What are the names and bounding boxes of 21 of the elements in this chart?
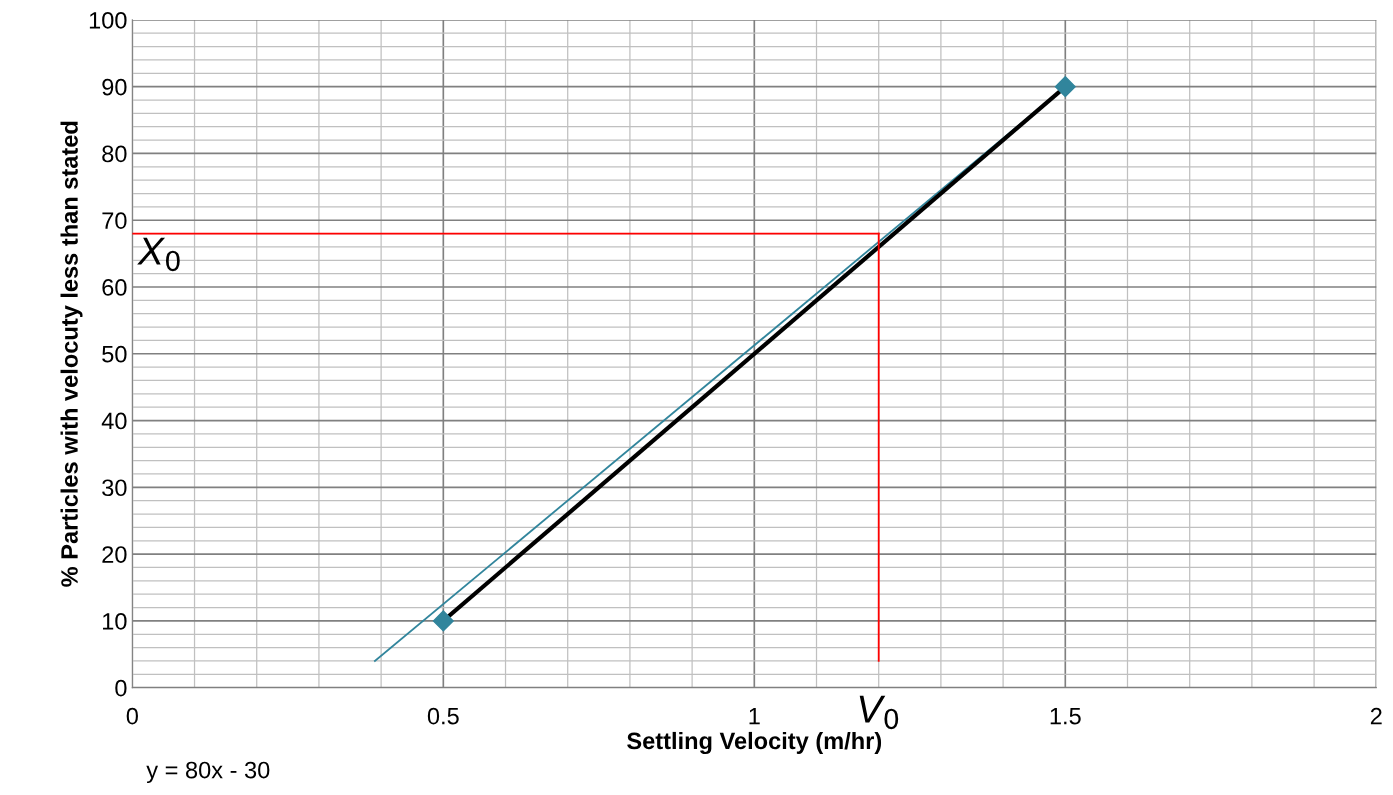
y-tick-label: 50 — [102, 345, 127, 363]
y-axis-title: % Particles with velocuty less than stated — [60, 121, 83, 587]
x-tick-label: 1.5 — [1050, 707, 1081, 725]
y-tick-label: 20 — [102, 546, 127, 563]
y-tick-label: 100 — [89, 11, 127, 29]
y-tick-label: 40 — [101, 412, 127, 430]
y-tick-label: 90 — [102, 78, 127, 96]
x-axis-title: Settling Velocity (m/hr) — [627, 731, 882, 755]
annotation: X$_{0}$ — [137, 237, 180, 272]
text: y = 80x - 30 — [146, 761, 270, 784]
x-tick-label: 1 — [749, 707, 760, 725]
x-tick-label: 0 — [126, 707, 138, 725]
annotation: V$_{0}$ — [859, 695, 899, 730]
x-tick-label: 2 — [1370, 707, 1382, 725]
y-tick-label: 30 — [102, 479, 127, 497]
y-tick-label: 60 — [102, 279, 127, 296]
y-tick-label: 0 — [115, 679, 127, 697]
y-tick-label: 10 — [103, 612, 127, 630]
y-tick-label: 70 — [102, 212, 127, 229]
y-tick-label: 80 — [102, 145, 127, 163]
x-tick-label: 0.5 — [427, 707, 459, 725]
